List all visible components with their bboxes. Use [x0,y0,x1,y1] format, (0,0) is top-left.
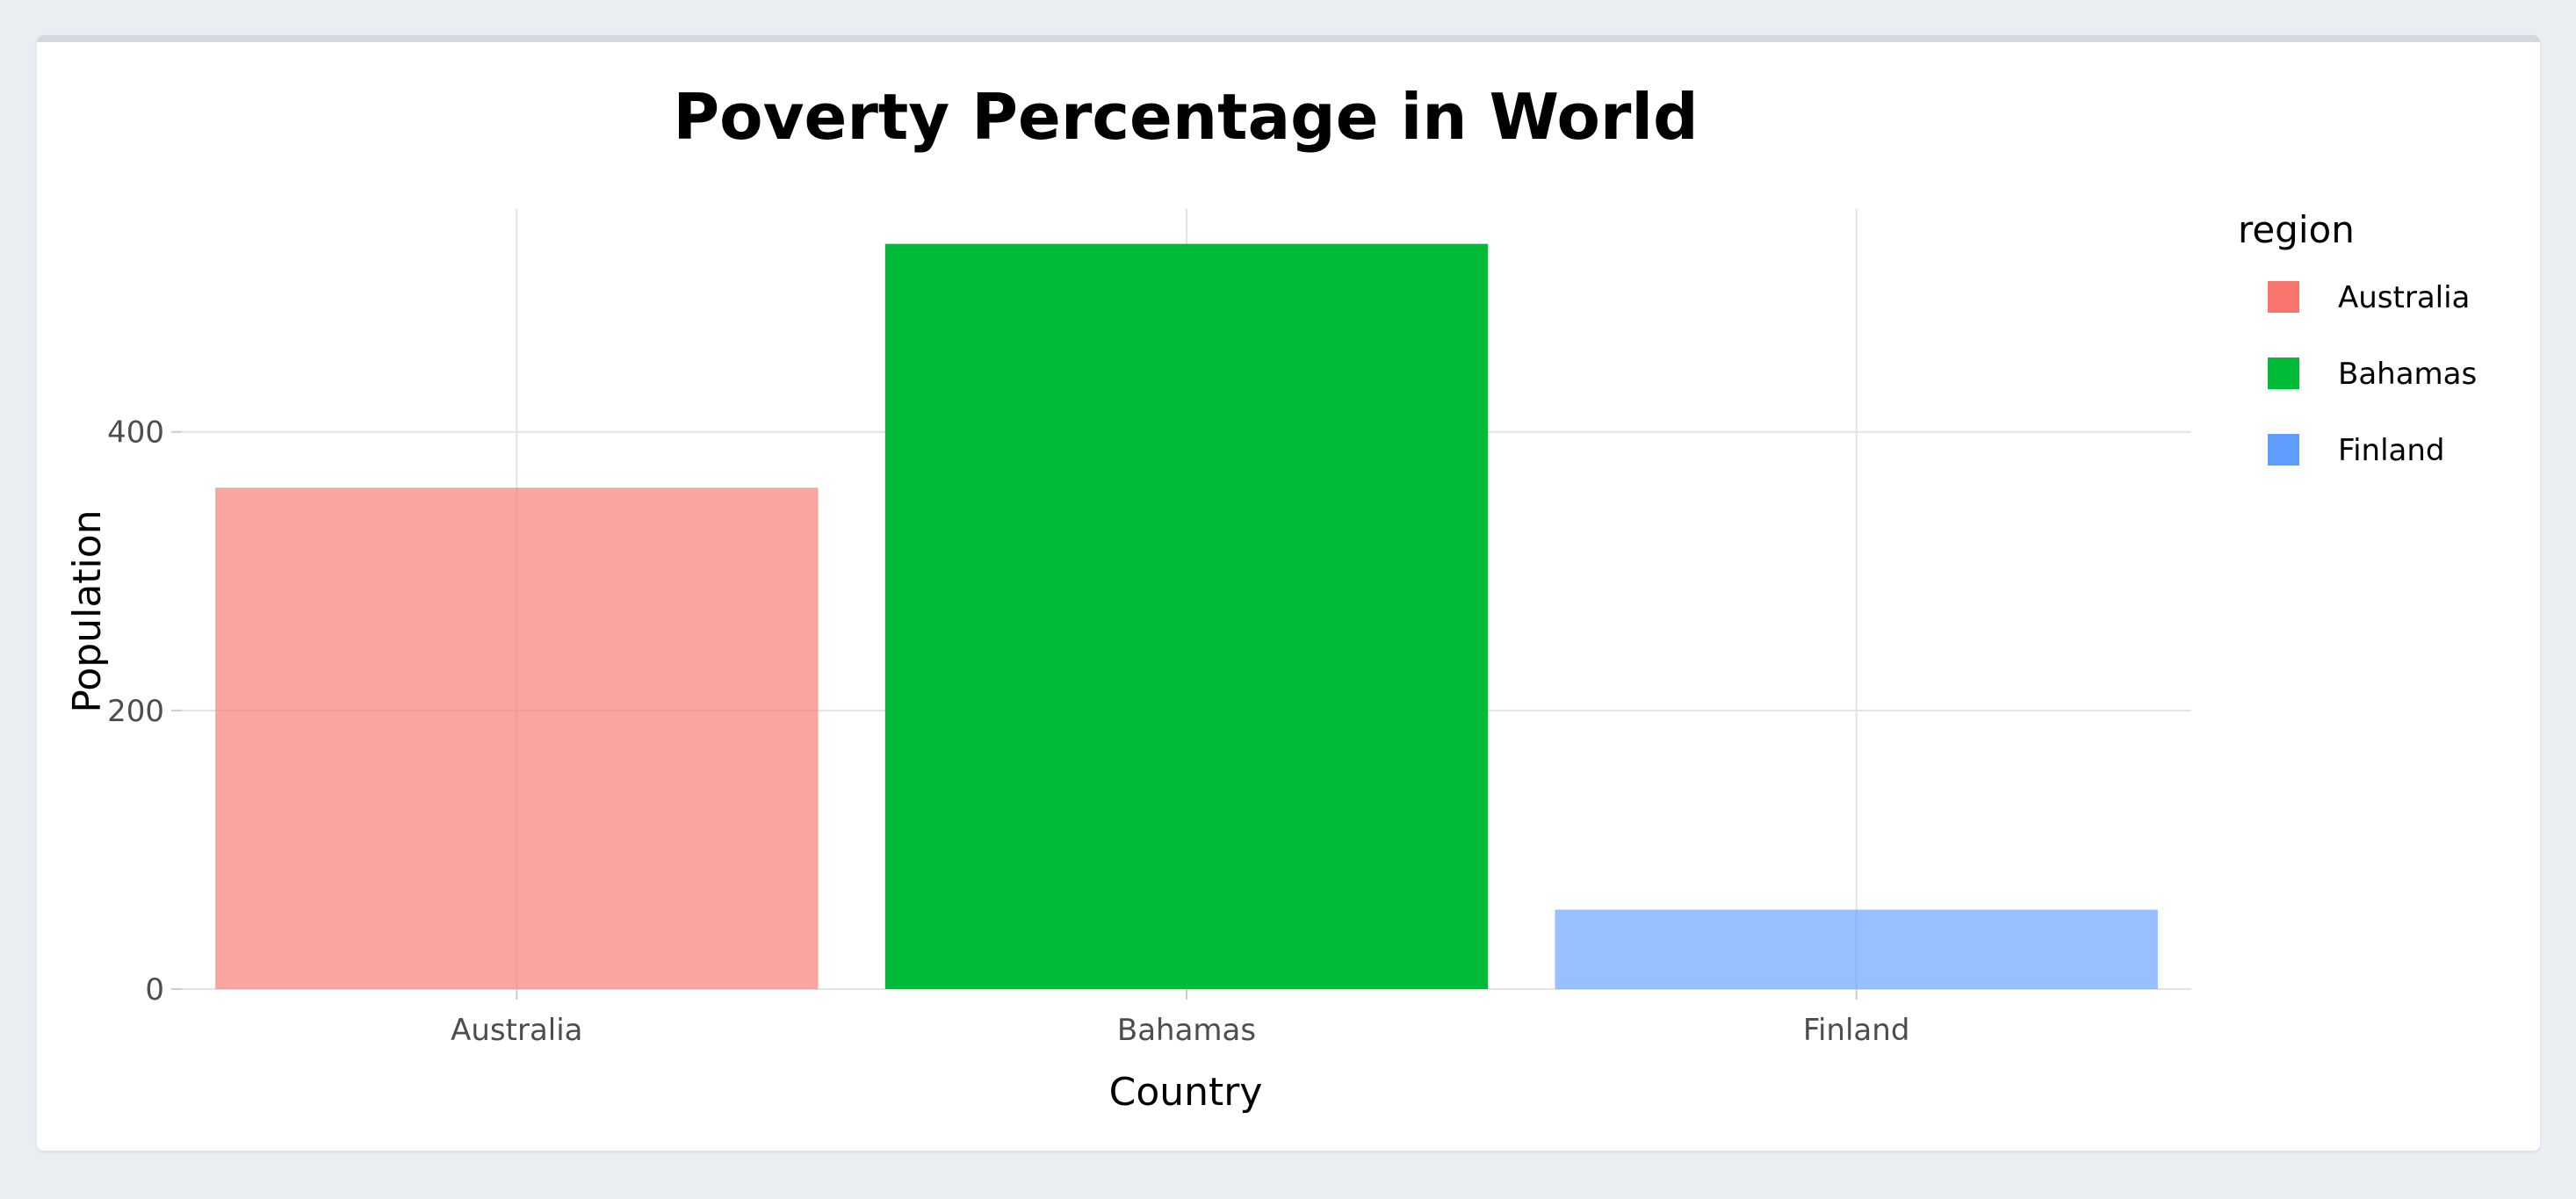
legend-swatch-finland [2268,434,2299,466]
legend: region Australia Bahamas Finland [2238,208,2477,468]
y-tick-label: 0 [145,972,164,1008]
y-axis-title: Population [65,509,110,712]
x-tick-label: Australia [451,1013,582,1048]
bars [215,243,2158,990]
chart-card: Poverty Percentage in World 0 200 400 Aust… [37,35,2540,1151]
legend-title: region [2238,208,2355,251]
bar-finland[interactable] [1555,909,2158,989]
x-tick-label: Finland [1803,1013,1910,1048]
bar-chart: Poverty Percentage in World 0 200 400 Aust… [65,80,2477,1115]
x-tick-label: Bahamas [1117,1013,1256,1048]
legend-label: Bahamas [2338,357,2477,392]
y-tick-label: 400 [107,415,164,451]
legend-label: Australia [2338,280,2470,315]
legend-label: Finland [2338,433,2445,468]
legend-swatch-australia [2268,281,2299,313]
legend-swatch-bahamas [2268,358,2299,389]
x-axis-title: Country [1109,1070,1263,1115]
y-axis-ticks: 0 200 400 [107,415,182,1008]
chart-title: Poverty Percentage in World [673,80,1698,154]
y-tick-label: 200 [107,694,164,729]
bar-bahamas[interactable] [884,243,1489,990]
x-axis-ticks: Australia Bahamas Finland [451,989,1909,1048]
bar-australia[interactable] [215,488,819,989]
